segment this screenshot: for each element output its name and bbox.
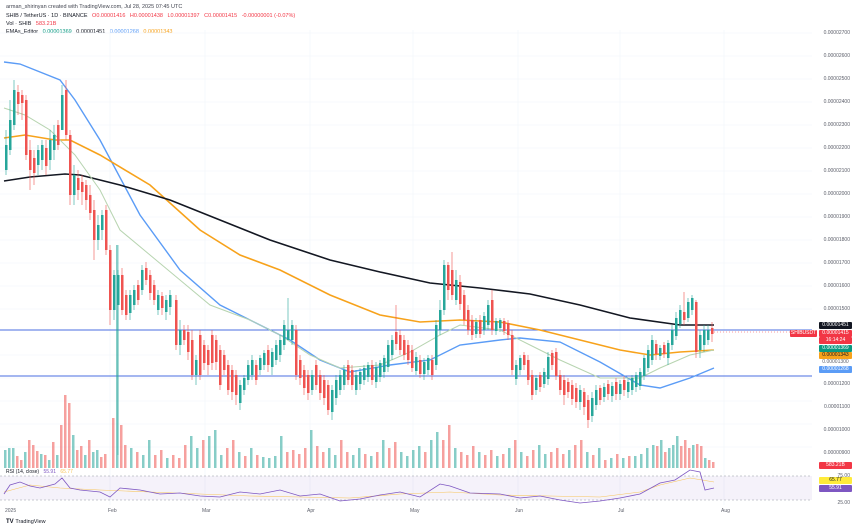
rsi-band	[0, 476, 812, 500]
time-axis-label: Aug	[721, 508, 730, 514]
rsi-line	[3, 469, 715, 504]
symbol-name: SHIB / TetherUS · 1D · BINANCE	[6, 13, 88, 19]
price-axis-label: 0.00001200	[823, 381, 850, 387]
price-axis-label: 0.00001900	[823, 214, 850, 220]
ema-value-1: 0.00001369	[42, 29, 72, 35]
time-axis-label: Feb	[108, 508, 117, 514]
price-axis-label: 0.00002200	[823, 145, 850, 151]
ema50-price-tag: 0.00001268	[819, 366, 852, 373]
rsi-value: 55.91	[43, 469, 56, 475]
candlesticks	[5, 80, 714, 455]
volume-legend[interactable]: Vol · SHIB 583.21B	[6, 21, 59, 27]
ema-value-3: 0.00001268	[109, 29, 139, 35]
price-axis-label: 0.00002300	[823, 122, 850, 128]
time-axis-label: 2025	[5, 508, 17, 514]
ohlc-low: L0.00001397	[167, 13, 200, 19]
price-axis-label: 0.00000900	[823, 450, 850, 456]
volume-value: 583.21B	[35, 21, 57, 27]
time-axis-label: May	[410, 508, 420, 514]
ema20-price-tag: 0.00001369	[819, 345, 852, 352]
price-axis-label: 0.00002600	[823, 53, 850, 59]
ema200-line	[3, 173, 714, 326]
rsi-axis-25: 25.00	[837, 500, 850, 506]
last-price-tag: 0.00001415	[819, 330, 852, 337]
ema-value-2: 0.00001451	[76, 29, 106, 35]
tradingview-logo[interactable]: TV TradingView	[6, 519, 46, 525]
ema100-price-tag: 0.00001343	[819, 352, 852, 359]
rsi-label: RSI (14, close)	[6, 469, 40, 475]
price-axis-label: 0.00002500	[823, 76, 850, 82]
rsi-ma-tag: 65.77	[819, 477, 852, 484]
price-axis-label: 0.00001500	[823, 306, 850, 312]
volume-label: Vol · SHIB	[6, 21, 32, 27]
chart-credit: arman_shirinyan created with TradingView…	[6, 4, 183, 10]
ema-label: EMAs_Editor	[6, 29, 39, 35]
time-axis-label: Mar	[202, 508, 211, 514]
price-axis-label: 0.00001600	[823, 283, 850, 289]
price-axis-label: 0.00002700	[823, 30, 850, 36]
volume-tag: 583.21B	[819, 462, 852, 469]
symbol-tag: SHIBUSDT	[790, 330, 817, 337]
ema50-line	[3, 61, 715, 389]
ohlc-high: H0.00001438	[129, 13, 163, 19]
tradingview-logo-icon: TV	[6, 519, 16, 525]
rsi-ma-value: 65.77	[60, 469, 73, 475]
ema-value-4: 0.00001343	[143, 29, 173, 35]
price-axis-label: 0.00002400	[823, 99, 850, 105]
ema20-line	[3, 107, 715, 379]
grid-lines	[0, 30, 812, 505]
price-axis-label: 0.00002100	[823, 168, 850, 174]
price-axis-label: 0.00001800	[823, 237, 850, 243]
time-axis-label: Jun	[515, 508, 524, 514]
symbol-legend[interactable]: SHIB / TetherUS · 1D · BINANCE O0.000014…	[6, 13, 298, 19]
ohlc-change: -0.00000001 (-0.07%)	[241, 13, 296, 19]
ema100-line	[3, 134, 715, 356]
rsi-legend[interactable]: RSI (14, close) 55.91 65.77	[6, 469, 76, 475]
price-axis-label: 0.00001100	[823, 404, 850, 410]
rsi-tag: 55.91	[819, 485, 852, 492]
level-price-tag: 0.00001300	[819, 359, 852, 366]
ema-legend[interactable]: EMAs_Editor 0.00001369 0.00001451 0.0000…	[6, 29, 175, 35]
price-axis-label: 0.00002000	[823, 191, 850, 197]
ema200-price-tag: 0.00001451	[819, 322, 852, 329]
price-axis-label: 0.00001700	[823, 260, 850, 266]
ohlc-close: C0.00001415	[204, 13, 238, 19]
countdown-tag: 16:14:24	[819, 337, 852, 344]
rsi-axis-75: 75.00	[837, 473, 850, 479]
time-axis-label: Apr	[307, 508, 315, 514]
volume-bars	[4, 245, 715, 468]
ohlc-open: O0.00001416	[92, 13, 126, 19]
branding-text: TradingView	[15, 519, 46, 525]
time-axis-label: Jul	[618, 508, 625, 514]
price-axis-label: 0.00001000	[823, 427, 850, 433]
